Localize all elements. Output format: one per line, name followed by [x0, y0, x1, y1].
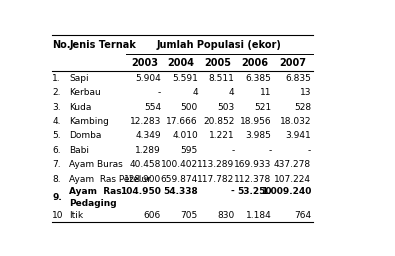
Text: 1.009.240: 1.009.240	[261, 187, 311, 196]
Text: Ayam Buras: Ayam Buras	[69, 160, 123, 169]
Text: 13: 13	[300, 88, 311, 97]
Text: 500: 500	[181, 103, 198, 112]
Text: 2005: 2005	[204, 58, 231, 68]
Text: 595: 595	[181, 146, 198, 155]
Text: 659.874: 659.874	[161, 175, 198, 184]
Text: 54.338: 54.338	[163, 187, 198, 196]
Text: 2006: 2006	[241, 58, 268, 68]
Text: 503: 503	[217, 103, 235, 112]
Text: Ayam  Ras Petelur: Ayam Ras Petelur	[69, 175, 151, 184]
Text: 9.: 9.	[53, 193, 62, 201]
Text: No.: No.	[53, 39, 71, 49]
Text: Pedaging: Pedaging	[69, 199, 117, 208]
Text: 53.250: 53.250	[237, 187, 271, 196]
Text: 4: 4	[229, 88, 235, 97]
Text: 2007: 2007	[279, 58, 306, 68]
Text: 6.: 6.	[53, 146, 61, 155]
Text: 764: 764	[294, 211, 311, 220]
Text: 169.933: 169.933	[234, 160, 271, 169]
Text: 3.: 3.	[53, 103, 61, 112]
Text: Jumlah Populasi (ekor): Jumlah Populasi (ekor)	[157, 39, 282, 49]
Text: 112.378: 112.378	[234, 175, 271, 184]
Text: Itik: Itik	[69, 211, 83, 220]
Text: 437.278: 437.278	[274, 160, 311, 169]
Text: 528: 528	[294, 103, 311, 112]
Text: 117.782: 117.782	[198, 175, 235, 184]
Text: Domba: Domba	[69, 131, 102, 140]
Text: 18.032: 18.032	[280, 117, 311, 126]
Text: 113.289: 113.289	[198, 160, 235, 169]
Text: Kerbau: Kerbau	[69, 88, 101, 97]
Text: 17.666: 17.666	[166, 117, 198, 126]
Text: 40.458: 40.458	[130, 160, 161, 169]
Text: 1.221: 1.221	[209, 131, 235, 140]
Text: 3.985: 3.985	[245, 131, 271, 140]
Text: 128.900: 128.900	[124, 175, 161, 184]
Text: 12.283: 12.283	[130, 117, 161, 126]
Text: 606: 606	[144, 211, 161, 220]
Text: Babi: Babi	[69, 146, 89, 155]
Text: 2.: 2.	[53, 88, 61, 97]
Text: 2004: 2004	[167, 58, 194, 68]
Text: -: -	[158, 88, 161, 97]
Text: 1.289: 1.289	[135, 146, 161, 155]
Text: 2003: 2003	[131, 58, 158, 68]
Text: 4.: 4.	[53, 117, 61, 126]
Text: 6.385: 6.385	[245, 74, 271, 83]
Text: 1.: 1.	[53, 74, 61, 83]
Text: 4.010: 4.010	[172, 131, 198, 140]
Text: 554: 554	[144, 103, 161, 112]
Text: -: -	[308, 146, 311, 155]
Text: 11: 11	[260, 88, 271, 97]
Text: 5.: 5.	[53, 131, 61, 140]
Text: 8.511: 8.511	[209, 74, 235, 83]
Text: 5.591: 5.591	[172, 74, 198, 83]
Text: -: -	[231, 146, 235, 155]
Text: 3.941: 3.941	[285, 131, 311, 140]
Text: 20.852: 20.852	[203, 117, 235, 126]
Text: 104.950: 104.950	[120, 187, 161, 196]
Text: Jenis Ternak: Jenis Ternak	[69, 39, 136, 49]
Text: 7.: 7.	[53, 160, 61, 169]
Text: 107.224: 107.224	[274, 175, 311, 184]
Text: 4: 4	[192, 88, 198, 97]
Text: -: -	[231, 187, 235, 196]
Text: Kambing: Kambing	[69, 117, 109, 126]
Text: 18.956: 18.956	[240, 117, 271, 126]
Text: -: -	[268, 146, 271, 155]
Text: 1.184: 1.184	[246, 211, 271, 220]
Text: 8.: 8.	[53, 175, 61, 184]
Text: 6.835: 6.835	[285, 74, 311, 83]
Text: 4.349: 4.349	[135, 131, 161, 140]
Text: Sapi: Sapi	[69, 74, 89, 83]
Text: 830: 830	[217, 211, 235, 220]
Text: 521: 521	[254, 103, 271, 112]
Text: Kuda: Kuda	[69, 103, 92, 112]
Text: 10: 10	[53, 211, 64, 220]
Text: 100.402: 100.402	[161, 160, 198, 169]
Text: 5.904: 5.904	[135, 74, 161, 83]
Text: 705: 705	[181, 211, 198, 220]
Text: Ayam  Ras: Ayam Ras	[69, 187, 122, 196]
